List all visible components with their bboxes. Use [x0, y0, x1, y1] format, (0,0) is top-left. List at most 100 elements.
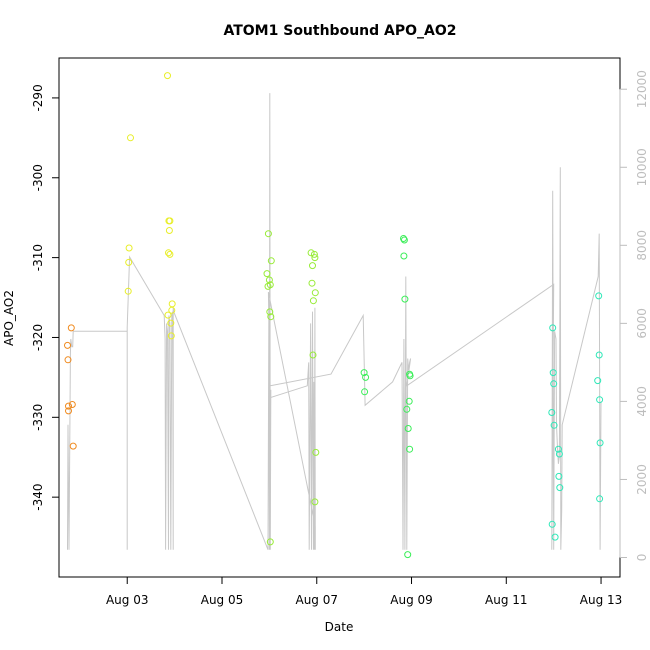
data-point — [311, 254, 319, 262]
data-point — [406, 372, 414, 380]
data-point — [65, 407, 72, 415]
series-5 — [548, 292, 604, 541]
data-point — [406, 445, 414, 453]
data-point — [400, 235, 407, 242]
x-axis-label: Date — [325, 620, 354, 634]
data-point — [311, 498, 319, 506]
y2-tick-label: 8000 — [635, 230, 649, 261]
data-point — [555, 472, 563, 480]
data-point — [264, 230, 272, 238]
data-point — [125, 258, 133, 266]
data-point — [307, 249, 315, 257]
data-point — [404, 425, 412, 432]
x-tick-label: Aug 11 — [485, 593, 528, 607]
data-point — [166, 217, 174, 225]
x-tick-label: Aug 07 — [295, 593, 338, 607]
data-point — [68, 401, 76, 408]
y-tick-label: -300 — [31, 164, 45, 191]
chart-title: ATOM1 Southbound APO_AO2 — [223, 23, 456, 39]
data-point — [125, 244, 133, 252]
data-point — [166, 250, 174, 258]
data-point — [549, 369, 557, 377]
data-point — [401, 295, 409, 303]
data-point — [265, 276, 273, 284]
data-point — [67, 324, 75, 332]
secondary-series-layer — [67, 93, 602, 550]
data-point — [267, 257, 275, 265]
data-point — [551, 533, 559, 541]
data-point — [548, 409, 556, 416]
data-point — [554, 445, 562, 453]
x-tick-label: Aug 13 — [580, 593, 623, 607]
y2-tick-label: 2000 — [635, 464, 649, 495]
x-axis: Aug 03 Aug 05 Aug 07 Aug 09 Aug 11 Aug 13 — [106, 576, 623, 607]
data-point — [164, 311, 172, 319]
y2-tick-label: 10000 — [635, 148, 649, 186]
data-point — [594, 377, 602, 385]
data-point — [556, 484, 564, 492]
series-1 — [64, 324, 77, 450]
y-tick-label: -310 — [31, 244, 45, 271]
data-point — [64, 356, 72, 364]
data-point — [124, 287, 132, 295]
data-point — [360, 369, 368, 377]
y2-tick-label: 4000 — [635, 386, 649, 417]
data-point — [167, 319, 175, 327]
data-point — [308, 279, 316, 287]
y2-tick-label: 12000 — [635, 70, 649, 108]
data-point — [165, 227, 173, 234]
x-tick-label: Aug 09 — [390, 593, 433, 607]
y2-tick-label: 0 — [635, 554, 649, 562]
data-point — [596, 439, 604, 447]
data-point — [404, 551, 412, 559]
data-point — [266, 538, 274, 546]
data-point — [595, 292, 603, 300]
data-point — [550, 380, 558, 388]
data-point — [69, 442, 77, 450]
data-point — [405, 397, 413, 405]
y2-axis: 0 2000 4000 6000 8000 10000 12000 — [619, 70, 649, 562]
data-point — [403, 405, 411, 413]
data-point — [549, 324, 557, 332]
data-point — [312, 448, 320, 456]
data-point — [400, 236, 408, 244]
series-2 — [124, 72, 176, 340]
data-point — [164, 72, 171, 80]
data-point — [168, 300, 176, 308]
data-point — [400, 252, 408, 260]
x-tick-label: Aug 03 — [106, 593, 149, 607]
data-point — [266, 281, 274, 289]
x-tick-label: Aug 05 — [201, 593, 244, 607]
y-tick-label: -340 — [31, 484, 45, 511]
data-point — [596, 495, 604, 503]
data-point — [165, 249, 172, 257]
secondary-series-line — [67, 93, 602, 550]
y-tick-label: -320 — [31, 324, 45, 351]
data-point — [310, 250, 318, 258]
series-3 — [263, 230, 320, 546]
data-point — [309, 351, 317, 359]
y-tick-label: -330 — [31, 404, 45, 431]
data-point — [267, 313, 275, 321]
data-point — [362, 373, 370, 381]
data-point — [309, 297, 317, 305]
scatter-points-layer — [64, 72, 604, 559]
data-point — [65, 402, 72, 410]
y-axis: -290 -300 -310 -320 -330 -340 — [31, 84, 60, 511]
data-point — [263, 270, 271, 278]
data-point — [127, 134, 134, 142]
y-axis-label: APO_AO2 — [2, 290, 16, 346]
data-point — [167, 332, 175, 340]
data-point — [266, 308, 274, 316]
y-tick-label: -290 — [31, 84, 45, 111]
data-point — [548, 520, 556, 528]
data-point — [361, 388, 369, 396]
series-4 — [360, 235, 414, 559]
data-point — [595, 351, 603, 359]
data-point — [596, 396, 604, 404]
y2-tick-label: 6000 — [635, 308, 649, 339]
data-point — [555, 450, 563, 458]
data-point — [550, 421, 558, 429]
